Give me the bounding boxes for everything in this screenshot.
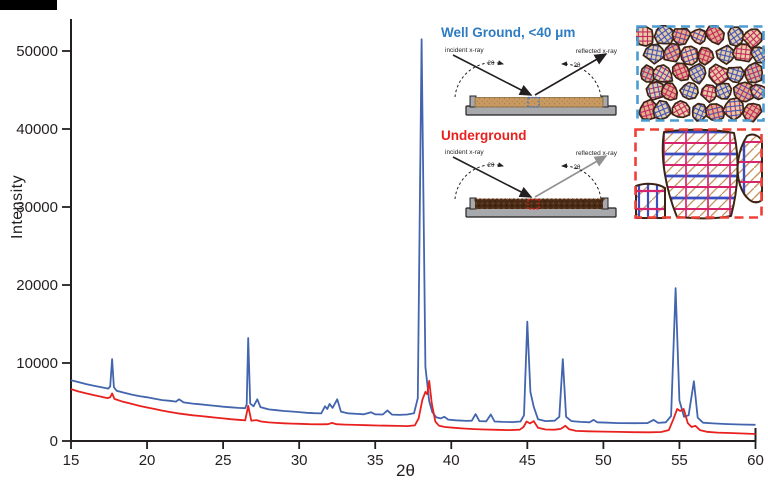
incident-beam-arrow bbox=[452, 54, 533, 96]
y-tick-label: 40000 bbox=[16, 121, 58, 138]
y-axis-label: Intensity bbox=[9, 174, 26, 239]
x-tick-label: 25 bbox=[215, 452, 232, 469]
fine-grain bbox=[679, 45, 699, 66]
fine-grain bbox=[642, 43, 667, 65]
x-tick-label: 30 bbox=[291, 452, 308, 469]
x-tick-label: 55 bbox=[671, 452, 688, 469]
two-theta-arc-right bbox=[561, 61, 602, 98]
two-theta-label-right: 2θ bbox=[574, 62, 581, 69]
y-tick-label: 20000 bbox=[16, 277, 58, 294]
fine-grain bbox=[671, 99, 691, 119]
x-tick-label: 45 bbox=[519, 452, 536, 469]
coarse-sample-bumpy-surface bbox=[474, 198, 605, 202]
incident-xray-label: incident x-ray bbox=[445, 47, 484, 54]
illustration-coarse-grains bbox=[634, 128, 763, 220]
sample-tray-base bbox=[465, 207, 617, 218]
coarse-crystal-right bbox=[736, 133, 763, 204]
fine-grain bbox=[749, 83, 765, 101]
y-tick-label: 30000 bbox=[16, 199, 58, 216]
fine-grain bbox=[714, 82, 733, 100]
two-theta-label-left: 2θ bbox=[488, 60, 495, 67]
fine-grain bbox=[652, 99, 672, 121]
legend-underground-label: Underground bbox=[441, 128, 527, 143]
fine-grains-dashed-border bbox=[636, 25, 765, 122]
legend-well-ground-label: Well Ground, <40 μm bbox=[441, 25, 576, 40]
fine-grain bbox=[689, 28, 707, 45]
reflected-xray-label: reflected x-ray bbox=[576, 48, 618, 55]
fine-grain bbox=[742, 102, 763, 123]
fine-grain bbox=[700, 83, 718, 104]
diagram-underground-geometry: incident x-ray reflected x-ray 2θ 2θ bbox=[445, 149, 618, 218]
two-theta-arc-right bbox=[561, 163, 602, 200]
x-tick-label: 15 bbox=[63, 452, 80, 469]
reflected-xray-label: reflected x-ray bbox=[576, 150, 618, 157]
two-theta-label-left: 2θ bbox=[488, 162, 495, 169]
reflected-beam-arrow bbox=[534, 155, 608, 198]
illustration-fine-grains bbox=[636, 25, 765, 123]
beam-focus-square bbox=[527, 198, 540, 210]
fine-grain bbox=[704, 25, 725, 46]
fine-grain bbox=[652, 64, 674, 83]
fine-grain bbox=[704, 103, 726, 122]
x-axis-label: 2θ bbox=[396, 461, 415, 480]
x-tick-label: 20 bbox=[139, 452, 156, 469]
diagram-well-ground-geometry: incident x-ray reflected x-ray 2θ 2θ bbox=[445, 47, 618, 116]
fine-grain bbox=[722, 97, 745, 122]
fine-grain bbox=[671, 27, 692, 46]
fine-grain bbox=[671, 62, 691, 82]
reflected-beam-arrow bbox=[534, 53, 608, 96]
fine-grain bbox=[697, 46, 715, 66]
fine-grain bbox=[726, 66, 746, 84]
fine-grain bbox=[679, 81, 699, 101]
top-left-black-bar bbox=[0, 0, 57, 10]
fine-grain bbox=[636, 25, 654, 47]
x-tick-label: 60 bbox=[747, 452, 764, 469]
series-underground bbox=[70, 379, 756, 435]
incident-beam-arrow bbox=[452, 156, 533, 198]
coarse-crystal-large bbox=[661, 128, 739, 220]
fine-grain bbox=[662, 42, 682, 63]
fine-grain bbox=[727, 26, 745, 47]
series-well-ground bbox=[70, 38, 756, 426]
coarse-crystal-bottom-left bbox=[635, 182, 666, 219]
fine-grain-particles bbox=[636, 25, 765, 123]
x-tick-label: 35 bbox=[367, 452, 384, 469]
axes bbox=[70, 19, 757, 442]
coarse-grains-dashed-border bbox=[634, 128, 763, 219]
fine-grain bbox=[639, 64, 658, 83]
x-tick-label: 40 bbox=[443, 452, 460, 469]
fine-grain bbox=[687, 62, 707, 85]
y-tick-label: 10000 bbox=[16, 355, 58, 372]
x-tick-label: 50 bbox=[595, 452, 612, 469]
fine-grain bbox=[731, 43, 755, 63]
fine-grain bbox=[744, 61, 764, 84]
two-theta-label-right: 2θ bbox=[574, 164, 581, 171]
fine-grain bbox=[660, 82, 679, 102]
beam-focus-square bbox=[527, 96, 540, 108]
incident-xray-label: incident x-ray bbox=[445, 149, 484, 156]
y-tick-label: 50000 bbox=[16, 43, 58, 60]
y-tick-label: 0 bbox=[50, 433, 58, 450]
